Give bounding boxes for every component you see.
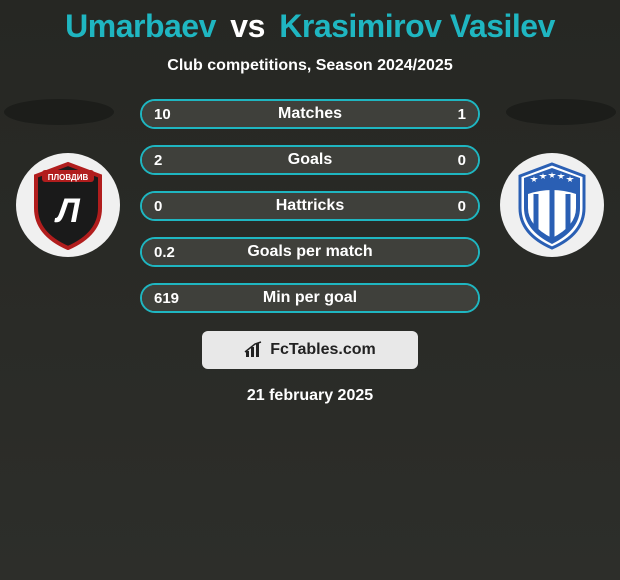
title: Umarbaev vs Krasimirov Vasilev	[0, 0, 620, 45]
crest-left-icon: ПЛОВДИВ Л	[28, 160, 108, 250]
subtitle: Club competitions, Season 2024/2025	[0, 57, 620, 75]
stat-bar: 20Goals	[140, 145, 480, 175]
crest-right-icon	[512, 160, 592, 250]
club-badge-left: ПЛОВДИВ Л	[16, 153, 120, 257]
bar-label: Matches	[142, 101, 478, 127]
crest-left-banner: ПЛОВДИВ	[48, 173, 89, 182]
stat-bar: 101Matches	[140, 99, 480, 129]
fctables-label: FcTables.com	[270, 341, 376, 359]
crest-left-letter: Л	[53, 192, 80, 230]
title-left: Umarbaev	[65, 8, 216, 44]
bar-label: Min per goal	[142, 285, 478, 311]
bar-label: Hattricks	[142, 193, 478, 219]
stat-bar: 619Min per goal	[140, 283, 480, 313]
title-right: Krasimirov Vasilev	[279, 8, 555, 44]
player-shadow-right	[506, 99, 616, 125]
stat-bar: 0.2Goals per match	[140, 237, 480, 267]
comparison-date: 21 february 2025	[0, 387, 620, 405]
stat-bar: 00Hattricks	[140, 191, 480, 221]
player-shadow-left	[4, 99, 114, 125]
bar-label: Goals	[142, 147, 478, 173]
club-badge-right	[500, 153, 604, 257]
title-vs: vs	[230, 8, 265, 44]
comparison-card: Umarbaev vs Krasimirov Vasilev Club comp…	[0, 0, 620, 580]
chart-icon	[244, 341, 264, 359]
fctables-watermark: FcTables.com	[202, 331, 418, 369]
bar-label: Goals per match	[142, 239, 478, 265]
stat-bars: 101Matches 20Goals 00Hattricks 0.2Goals per…	[140, 99, 480, 329]
